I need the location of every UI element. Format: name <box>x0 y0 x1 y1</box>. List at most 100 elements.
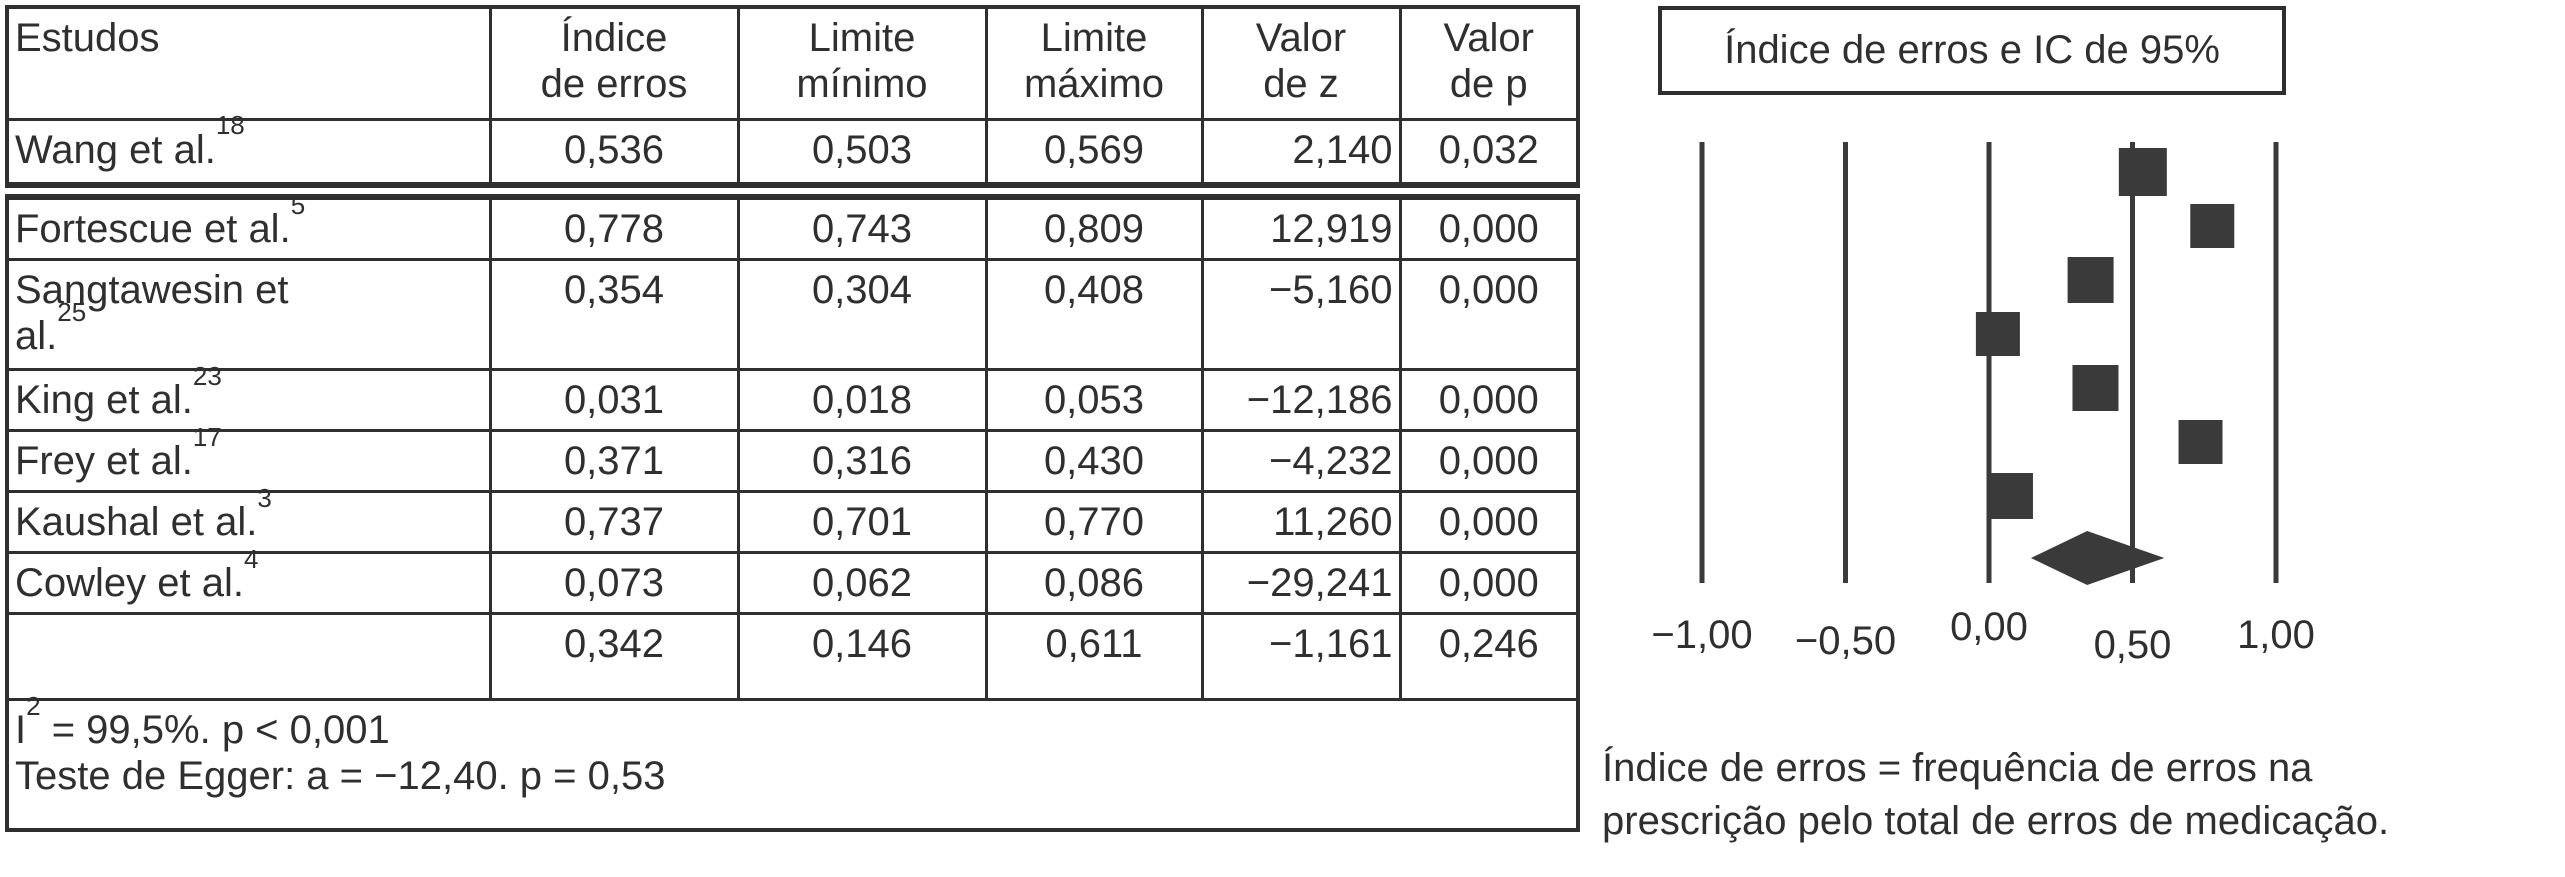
results-table: Estudos Índice de erros Limite mínimo Li… <box>5 5 1580 832</box>
header-line: Valor <box>1255 16 1347 60</box>
header-estudos: Estudos <box>5 5 492 121</box>
cell-study-name: King et al.23 <box>5 363 492 432</box>
header-line: de erros <box>540 62 688 106</box>
cell-indice: 0,073 <box>488 551 740 615</box>
cell-study-name: Kaushal et al.3 <box>5 485 492 554</box>
cell-study-name: Cowley et al.4 <box>5 546 492 615</box>
i-squared-base: I <box>15 708 27 752</box>
study-name: King et al. <box>15 378 193 422</box>
table-header-row: Estudos Índice de erros Limite mínimo Li… <box>5 5 1580 121</box>
cell-valor-z: −4,232 <box>1200 429 1402 493</box>
header-line: Índice <box>560 16 668 60</box>
cell-limite-minimo: 0,743 <box>736 189 988 261</box>
plot-footnote-line: Índice de erros = frequência de erros na <box>1602 746 2313 790</box>
x-tick-label: −0,50 <box>1795 619 1896 663</box>
cell-valor-z: 12,919 <box>1200 189 1402 261</box>
header-indice-de-erros: Índice de erros <box>488 5 740 121</box>
cell-limite-maximo: 0,770 <box>984 490 1204 554</box>
cell-valor-z: −12,186 <box>1200 368 1402 432</box>
header-line: Limite <box>1040 16 1148 60</box>
cell-indice: 0,354 <box>488 258 740 371</box>
table-row: Fortescue et al.5 0,778 0,743 0,809 12,9… <box>5 189 1580 261</box>
cell-valor-z: −1,161 <box>1200 612 1402 701</box>
table-footer-row: I2 = 99,5%. p < 0,001 Teste de Egger: a … <box>5 693 1580 831</box>
cell-limite-maximo: 0,569 <box>984 117 1204 200</box>
cell-limite-minimo: 0,316 <box>736 429 988 493</box>
cell-valor-p: 0,000 <box>1398 490 1580 554</box>
cell-limite-maximo: 0,611 <box>984 612 1204 701</box>
table-row: Cowley et al.4 0,073 0,062 0,086 −29,241… <box>5 546 1580 615</box>
reference-superscript: 18 <box>215 110 245 141</box>
reference-superscript: 25 <box>57 296 87 327</box>
x-tick-label: 0,50 <box>2094 623 2172 667</box>
cell-study-name <box>5 612 492 701</box>
header-valor-z: Valor de z <box>1200 5 1402 121</box>
header-line: Limite <box>808 16 916 60</box>
cell-limite-minimo: 0,062 <box>736 551 988 615</box>
cell-limite-maximo: 0,809 <box>984 189 1204 261</box>
table-row: Frey et al.17 0,371 0,316 0,430 −4,232 0… <box>5 424 1580 493</box>
cell-valor-z: −5,160 <box>1200 258 1402 371</box>
x-tick-label: −1,00 <box>1651 613 1752 657</box>
study-square <box>1986 473 2033 519</box>
cell-study-name: Sangtawesin et al.25 <box>5 258 492 371</box>
cell-indice: 0,031 <box>488 368 740 432</box>
header-line: máximo <box>1023 62 1165 106</box>
cell-indice: 0,371 <box>488 429 740 493</box>
reference-superscript: 3 <box>257 482 272 513</box>
study-square <box>2067 257 2114 303</box>
heterogeneity-stat: I2 = 99,5%. p < 0,001 <box>15 693 1570 753</box>
table-row: Sangtawesin et al.25 0,354 0,304 0,408 −… <box>5 258 1580 371</box>
cell-limite-minimo: 0,146 <box>736 612 988 701</box>
cell-valor-z: −29,241 <box>1200 551 1402 615</box>
forest-plot-title: Índice de erros e IC de 95% <box>1724 28 2220 72</box>
cell-valor-p: 0,000 <box>1398 368 1580 432</box>
cell-limite-minimo: 0,018 <box>736 368 988 432</box>
cell-valor-p: 0,032 <box>1398 117 1580 200</box>
cell-indice: 0,737 <box>488 490 740 554</box>
header-line: Valor <box>1443 16 1534 60</box>
cell-valor-p: 0,246 <box>1398 612 1580 701</box>
cell-limite-maximo: 0,086 <box>984 551 1204 615</box>
table-row-pooled: 0,342 0,146 0,611 −1,161 0,246 <box>5 612 1580 701</box>
cell-limite-maximo: 0,430 <box>984 429 1204 493</box>
i-squared-value: = 99,5%. p < 0,001 <box>40 708 390 752</box>
cell-valor-p: 0,000 <box>1398 551 1580 615</box>
table-row: Wang et al.18 0,536 0,503 0,569 2,140 0,… <box>5 112 1580 200</box>
study-name: Fortescue et al. <box>15 207 291 251</box>
i-squared-superscript: 2 <box>26 690 41 721</box>
table-row: King et al.23 0,031 0,018 0,053 −12,186 … <box>5 363 1580 432</box>
header-line: mínimo <box>796 62 928 106</box>
cell-valor-p: 0,000 <box>1398 258 1580 371</box>
forest-plot: −1,00 −0,50 0,00 0,50 1,00 <box>1651 142 2315 667</box>
cell-valor-z: 11,260 <box>1200 490 1402 554</box>
egger-test-stat: Teste de Egger: a = −12,40. p = 0,53 <box>15 754 666 798</box>
header-limite-minimo: Limite mínimo <box>736 5 988 121</box>
plot-footnote: Índice de erros = frequência de erros na… <box>1602 742 2389 848</box>
cell-valor-z: 2,140 <box>1200 117 1402 200</box>
study-square <box>2178 420 2223 464</box>
pooled-diamond <box>2030 531 2165 585</box>
header-valor-p: Valor de p <box>1398 5 1580 121</box>
cell-study-name: Fortescue et al.5 <box>5 189 492 261</box>
reference-superscript: 5 <box>290 189 306 220</box>
x-tick-label: 0,00 <box>1950 605 2028 649</box>
study-square <box>1975 312 2020 356</box>
study-name: Sangtawesin et al. <box>15 268 289 358</box>
cell-limite-maximo: 0,053 <box>984 368 1204 432</box>
plot-footnote-line: prescrição pelo total de erros de medica… <box>1602 799 2390 843</box>
reference-superscript: 17 <box>192 421 222 452</box>
stats-footer: I2 = 99,5%. p < 0,001 Teste de Egger: a … <box>5 693 1580 831</box>
cell-study-name: Wang et al.18 <box>5 112 492 200</box>
cell-indice: 0,536 <box>488 117 740 200</box>
study-name: Kaushal et al. <box>15 500 258 544</box>
header-limite-maximo: Limite máximo <box>984 5 1204 121</box>
cell-valor-p: 0,000 <box>1398 189 1580 261</box>
cell-limite-minimo: 0,503 <box>736 117 988 200</box>
cell-limite-minimo: 0,701 <box>736 490 988 554</box>
cell-study-name: Frey et al.17 <box>5 424 492 493</box>
study-name: Wang et al. <box>15 127 216 172</box>
study-square <box>2072 365 2119 411</box>
cell-indice: 0,342 <box>488 612 740 701</box>
